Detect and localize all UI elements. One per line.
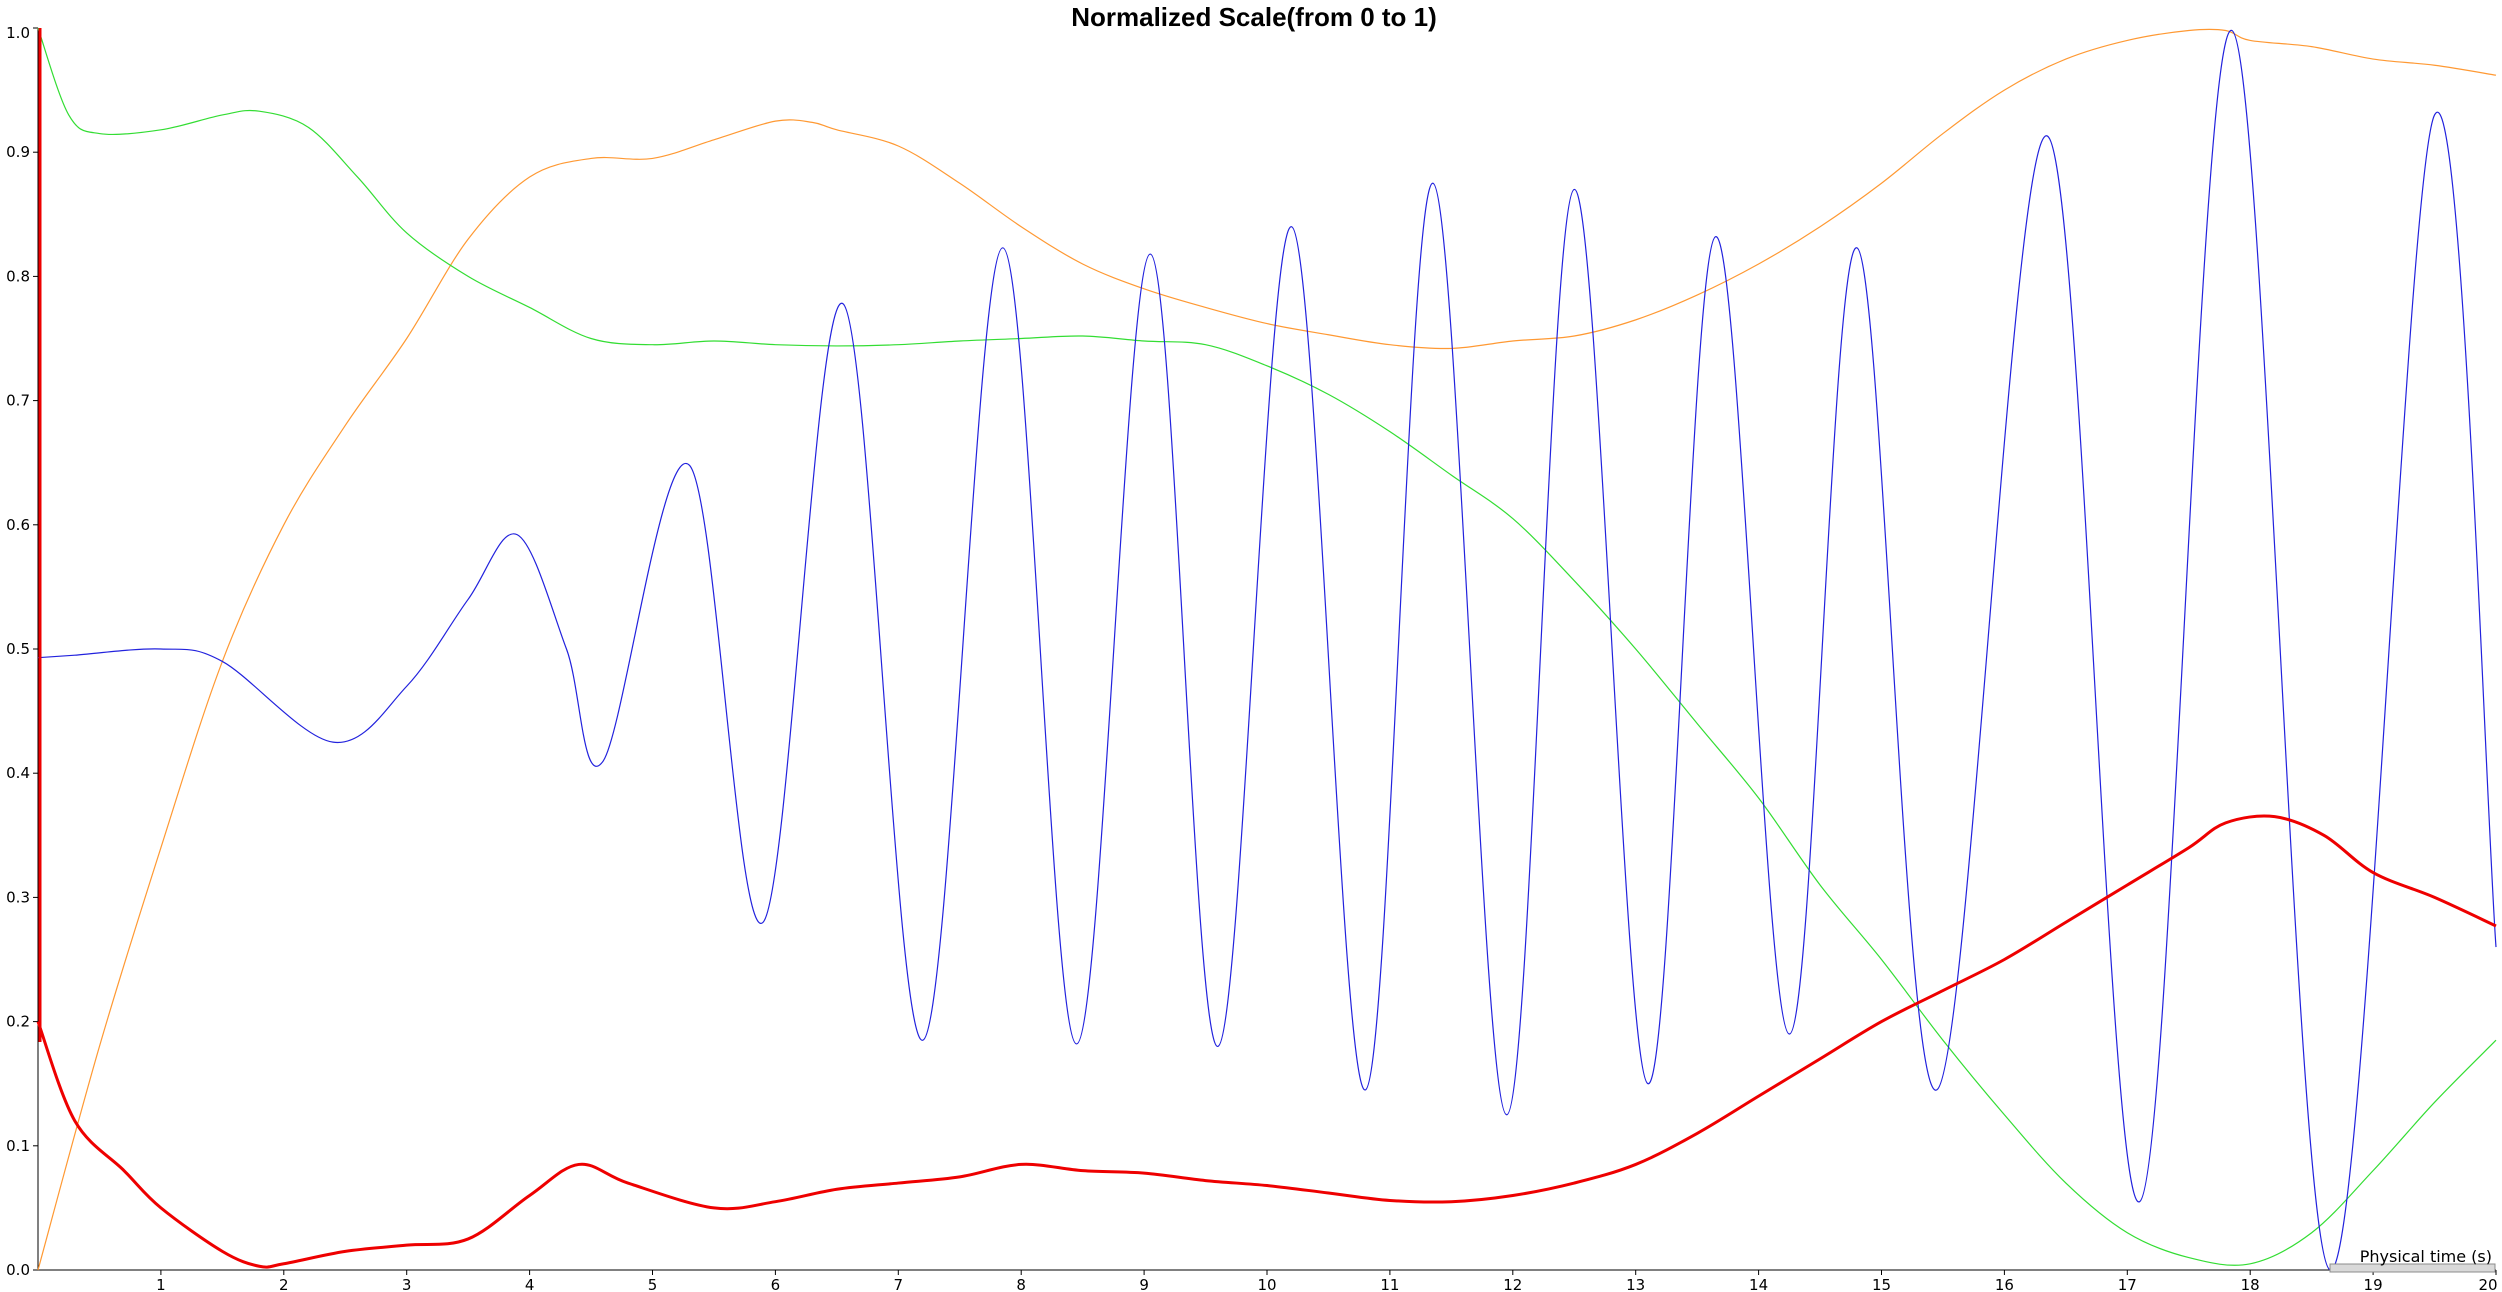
y-tick-label: 0.9 [6, 143, 30, 161]
x-tick-label: 15 [1872, 1276, 1891, 1292]
x-tick-label: 4 [525, 1276, 535, 1292]
series-layer [36, 27, 2497, 1271]
x-tick-label: 11 [1380, 1276, 1399, 1292]
x-tick-label: 13 [1626, 1276, 1645, 1292]
y-tick-label: 0.5 [6, 640, 30, 658]
y-tick-label: 0.4 [6, 764, 30, 782]
x-tick-label: 20 [2478, 1276, 2497, 1292]
x-tick-label: 12 [1503, 1276, 1522, 1292]
y-tick-label: 0.1 [6, 1137, 30, 1155]
y-tick-label: 0.0 [6, 1261, 30, 1279]
series-line-3 [36, 814, 2497, 1269]
x-tick-label: 14 [1749, 1276, 1768, 1292]
series-line-1 [37, 27, 2497, 1266]
y-tick-label: 0.8 [6, 267, 30, 285]
y-tick-label: 0.6 [6, 516, 30, 534]
x-axis-label: Physical time (s) [2360, 1247, 2492, 1266]
x-tick-label: 16 [1995, 1276, 2014, 1292]
series-line-2 [37, 29, 2497, 1271]
x-tick-label: 19 [2364, 1276, 2383, 1292]
chart-axes [37, 28, 2496, 1271]
y-tick-label: 0.7 [6, 392, 30, 410]
x-tick-label: 9 [1139, 1276, 1149, 1292]
x-tick-label: 6 [771, 1276, 781, 1292]
y-tick-label: 0.3 [6, 888, 30, 906]
series-line-0 [37, 28, 2497, 1271]
x-tick-label: 2 [279, 1276, 289, 1292]
x-tick-label: 17 [2118, 1276, 2137, 1292]
y-tick-label: 1.0 [6, 24, 30, 42]
x-tick-label: 10 [1257, 1276, 1276, 1292]
y-tick-label: 0.2 [6, 1013, 30, 1031]
x-tick-label: 18 [2241, 1276, 2260, 1292]
x-tick-label: 8 [1016, 1276, 1026, 1292]
x-tick-label: 5 [648, 1276, 658, 1292]
x-axis-ticks: 1 2 3 4 5 6 7 8 9 10 11 12 13 14 15 16 17 18 19 20 [156, 1270, 2498, 1292]
time-scrollbar[interactable] [2329, 1263, 2496, 1273]
y-axis-ticks: 0.0 0.1 0.2 0.3 0.4 0.5 0.6 0.7 0.8 0.9 1.0 [6, 24, 38, 1279]
x-tick-label: 3 [402, 1276, 412, 1292]
x-tick-label: 7 [894, 1276, 904, 1292]
x-tick-label: 1 [156, 1276, 166, 1292]
chart-title: Normalized Scale(from 0 to 1) [1071, 2, 1437, 32]
